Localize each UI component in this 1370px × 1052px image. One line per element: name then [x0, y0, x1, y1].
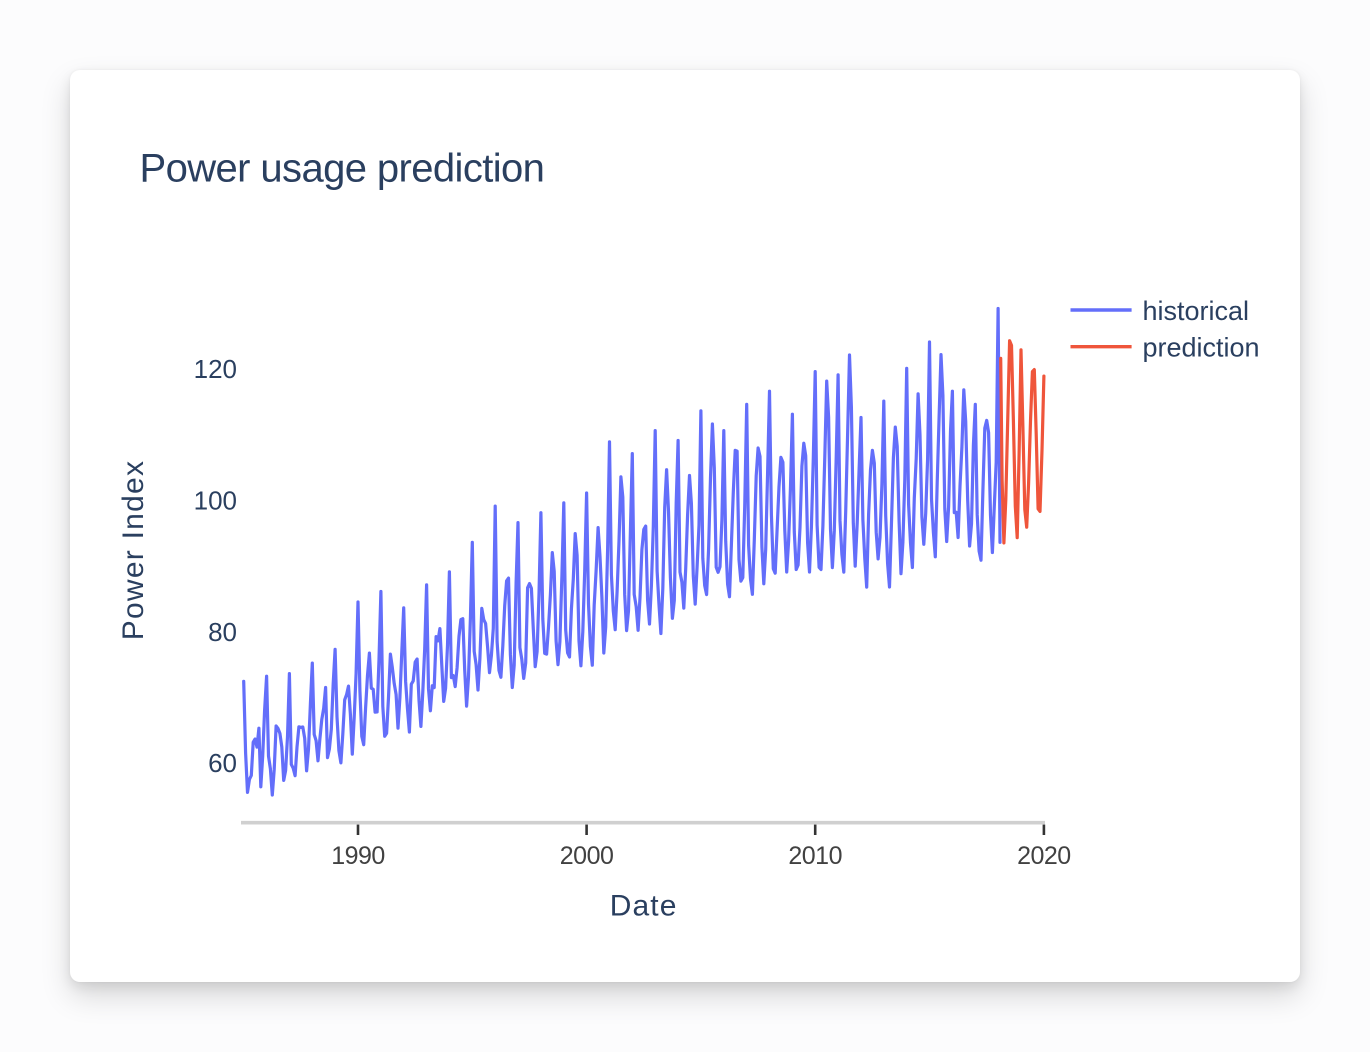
svg-text:2010: 2010	[788, 842, 842, 870]
svg-text:1990: 1990	[331, 842, 385, 870]
svg-text:120: 120	[194, 354, 237, 384]
svg-text:80: 80	[208, 617, 237, 647]
svg-text:historical: historical	[1143, 296, 1250, 326]
svg-text:Power usage prediction: Power usage prediction	[140, 146, 545, 190]
svg-text:60: 60	[208, 748, 237, 778]
svg-text:2020: 2020	[1017, 842, 1071, 870]
svg-text:2000: 2000	[560, 842, 614, 870]
svg-text:Date: Date	[610, 890, 678, 923]
svg-text:100: 100	[194, 486, 237, 516]
svg-text:prediction: prediction	[1143, 333, 1260, 363]
svg-text:Power Index: Power Index	[117, 460, 150, 641]
